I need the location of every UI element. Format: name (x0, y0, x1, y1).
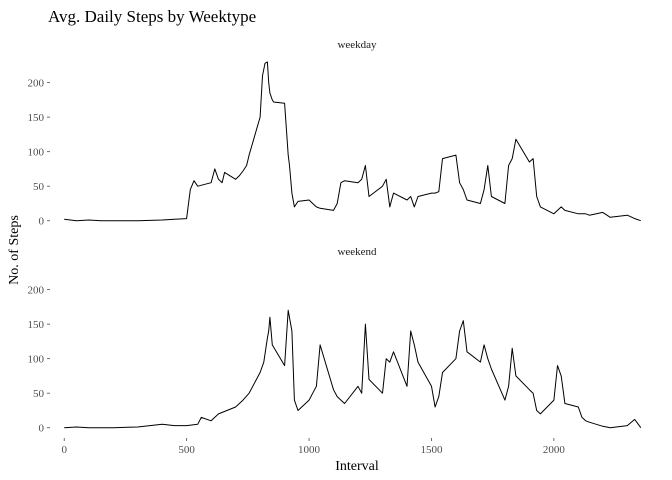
y-axis-title: No. of Steps (7, 215, 22, 285)
facet-label-weekend: weekend (337, 246, 377, 258)
x-tick-label: 1500 (420, 444, 443, 456)
x-tick-label: 0 (61, 444, 67, 456)
y-tick-label: 150 (28, 112, 45, 124)
x-tick-label: 1000 (298, 444, 321, 456)
y-tick-label: 200 (28, 285, 45, 297)
y-tick-label: 150 (28, 319, 45, 331)
y-tick-label: 200 (28, 78, 45, 90)
facet-label-weekday: weekday (337, 39, 377, 51)
chart-title: Avg. Daily Steps by Weektype (48, 7, 256, 26)
panel-weekday: 0 50 100 150 200 (28, 61, 641, 228)
y-tick-label: 0 (39, 423, 45, 435)
y-tick-label: 100 (28, 354, 45, 366)
y-tick-label: 100 (28, 147, 45, 159)
x-axis-title: Interval (335, 459, 379, 474)
x-axis: 0 500 1000 1500 2000 (61, 438, 565, 456)
series-line-weekend (64, 309, 642, 429)
series-line-weekday (64, 61, 641, 222)
y-tick-label: 50 (33, 388, 45, 400)
panel-weekend: 0 50 100 150 200 (28, 285, 642, 435)
x-tick-label: 500 (178, 444, 195, 456)
y-tick-label: 50 (33, 181, 45, 193)
y-tick-label: 0 (39, 216, 45, 228)
x-tick-label: 2000 (543, 444, 566, 456)
